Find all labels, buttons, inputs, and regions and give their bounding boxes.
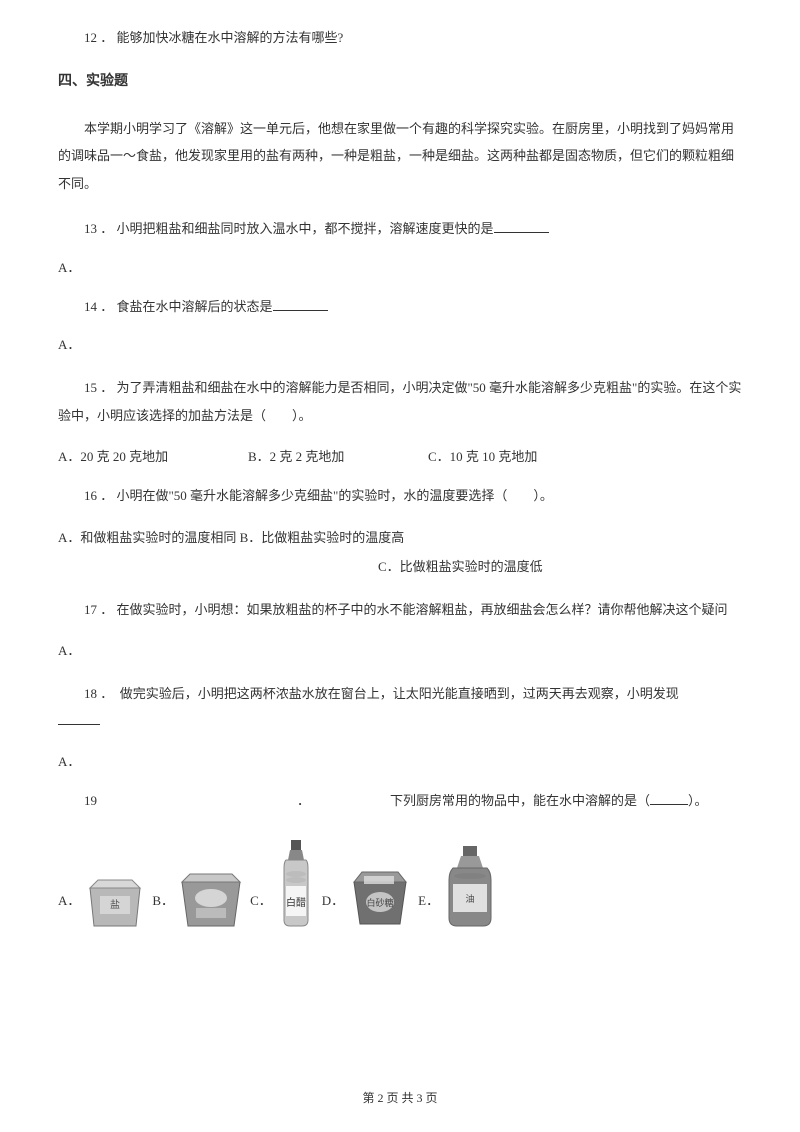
q15-opt-a: A．20 克 20 克地加 [58, 447, 248, 468]
q19-dot: ． [297, 791, 310, 812]
product-c-label: C． [250, 891, 272, 930]
question-18: 18 ． 做完实验后，小明把这两杯浓盐水放在窗台上，让太阳光能直接晒到，过两天再… [58, 680, 742, 735]
q13-text: ． 小明把粗盐和细盐同时放入温水中，都不搅拌，溶解速度更快的是 [100, 221, 493, 236]
q13-num: 13 [84, 221, 97, 236]
experiment-intro: 本学期小明学习了《溶解》这一单元后，他想在家里做一个有趣的科学探究实验。在厨房里… [58, 115, 742, 197]
question-15: 15 ． 为了弄清粗盐和细盐在水中的溶解能力是否相同，小明决定做"50 毫升水能… [58, 374, 742, 429]
q15-opt-b: B．2 克 2 克地加 [248, 447, 428, 468]
q16-opt-b: B．比做粗盐实验时的温度高 [240, 530, 405, 545]
section-4-title: 四、实验题 [58, 71, 742, 93]
q18-num: 18 [84, 686, 97, 701]
q14-answer-a: A． [58, 335, 742, 356]
product-image-row: A． 盐 B． C． 白醋 D． [58, 838, 742, 930]
svg-text:盐: 盐 [110, 898, 120, 911]
product-a-label: A． [58, 891, 80, 930]
product-b: B． [152, 870, 244, 930]
product-e-icon: 油 [443, 844, 497, 930]
q16-opt-a: A．和做粗盐实验时的温度相同 [58, 530, 236, 545]
q12-num: 12 [84, 30, 97, 45]
product-d: D． 白砂糖 [322, 868, 412, 930]
svg-text:油: 油 [466, 893, 475, 904]
page-footer: 第 2 页 共 3 页 [0, 1089, 800, 1108]
q16-num: 16 [84, 488, 97, 503]
question-14: 14 ． 食盐在水中溶解后的状态是 [58, 297, 742, 318]
q15-num: 15 [84, 380, 97, 395]
product-d-label: D． [322, 891, 344, 930]
q13-blank [494, 220, 549, 233]
product-e: E． 油 [418, 844, 497, 930]
q18-blank [58, 712, 100, 725]
question-16: 16 ． 小明在做"50 毫升水能溶解多少克细盐"的实验时，水的温度要选择（ ）… [58, 486, 742, 507]
q17-answer-a: A． [58, 641, 742, 662]
product-c: C． 白醋 [250, 838, 316, 930]
product-b-label: B． [152, 891, 174, 930]
question-12: 12 ． 能够加快冰糖在水中溶解的方法有哪些? [58, 28, 742, 49]
q14-blank [273, 298, 328, 311]
question-13: 13 ． 小明把粗盐和细盐同时放入温水中，都不搅拌，溶解速度更快的是 [58, 219, 742, 240]
q12-text: ． 能够加快冰糖在水中溶解的方法有哪些? [100, 30, 343, 45]
q19-blank [650, 792, 688, 805]
question-19: 19 ． 下列厨房常用的物品中，能在水中溶解的是（）。 [58, 791, 742, 812]
q16-options: A．和做粗盐实验时的温度相同 B．比做粗盐实验时的温度高 C．比做粗盐实验时的温… [58, 524, 742, 581]
q13-answer-a: A． [58, 258, 742, 279]
q16-text: ． 小明在做"50 毫升水能溶解多少克细盐"的实验时，水的温度要选择（ ）。 [100, 488, 553, 503]
svg-text:白醋: 白醋 [286, 896, 306, 909]
q17-num: 17 [84, 602, 97, 617]
q17-text: ． 在做实验时，小明想：如果放粗盐的杯子中的水不能溶解粗盐，再放细盐会怎么样？请… [100, 602, 727, 617]
q14-text: ． 食盐在水中溶解后的状态是 [100, 299, 272, 314]
q15-opt-c: C．10 克 10 克地加 [428, 447, 537, 468]
q18-text: ． 做完实验后，小明把这两杯浓盐水放在窗台上，让太阳光能直接晒到，过两天再去观察… [100, 686, 679, 701]
q18-answer-a: A． [58, 752, 742, 773]
product-c-icon: 白醋 [276, 838, 316, 930]
product-a-icon: 盐 [84, 874, 146, 930]
product-b-icon [178, 870, 244, 930]
q19-text: 下列厨房常用的物品中，能在水中溶解的是（）。 [390, 791, 708, 812]
svg-text:白砂糖: 白砂糖 [367, 897, 394, 908]
q16-opt-c: C．比做粗盐实验时的温度低 [378, 553, 543, 582]
product-d-icon: 白砂糖 [348, 868, 412, 930]
question-17: 17 ． 在做实验时，小明想：如果放粗盐的杯子中的水不能溶解粗盐，再放细盐会怎么… [58, 596, 742, 623]
q14-num: 14 [84, 299, 97, 314]
product-a: A． 盐 [58, 874, 146, 930]
q19-num: 19 [58, 791, 97, 812]
q15-options: A．20 克 20 克地加 B．2 克 2 克地加 C．10 克 10 克地加 [58, 447, 742, 468]
product-e-label: E． [418, 891, 439, 930]
q15-text: ． 为了弄清粗盐和细盐在水中的溶解能力是否相同，小明决定做"50 毫升水能溶解多… [58, 380, 741, 422]
